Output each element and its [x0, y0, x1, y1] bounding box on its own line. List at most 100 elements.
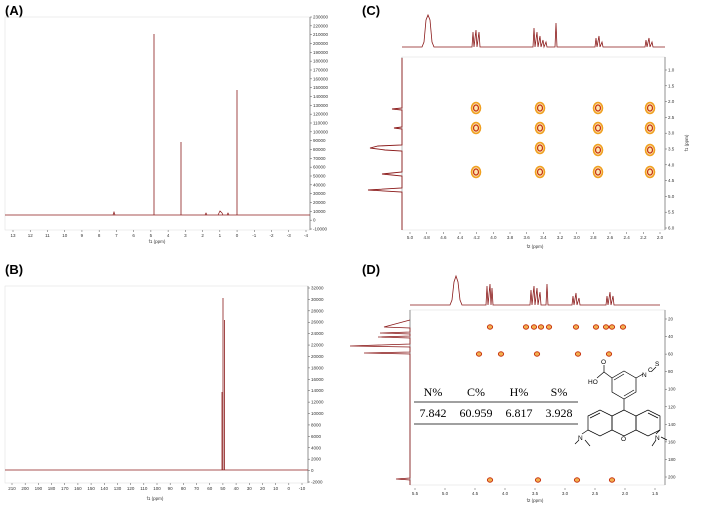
x-tick-label: 0 — [288, 486, 291, 491]
x-tick-label: 160 — [74, 486, 82, 491]
chemical-structure — [574, 365, 668, 450]
y-tick-label: 0 — [313, 218, 316, 223]
panel-c-top-projection — [402, 13, 665, 49]
y-tick-label: 2.5 — [668, 115, 675, 120]
x-tick-label: -1 — [252, 233, 256, 238]
y-tick-label: 150000 — [313, 85, 329, 90]
x-tick-label: 6 — [132, 233, 135, 238]
y-tick-label: 1.5 — [668, 83, 675, 88]
x-tick-label: 3.2 — [557, 235, 564, 240]
x-tick-label: 4.4 — [457, 235, 464, 240]
contour-peak-core — [472, 124, 480, 132]
y-tick-label: 4000 — [311, 445, 322, 450]
y-tick-label: 100 — [668, 387, 676, 392]
contour-peak-core — [536, 168, 544, 176]
x-tick-label: 130 — [114, 486, 122, 491]
y-tick-label: 140000 — [313, 94, 329, 99]
x-tick-label: 2.6 — [607, 235, 614, 240]
y-tick-label: 12000 — [311, 400, 324, 405]
atom-c-iso: C — [648, 367, 653, 374]
table-header-n: N% — [424, 385, 443, 399]
y-tick-label: 10000 — [311, 411, 324, 416]
panel-b-label: (B) — [5, 262, 24, 277]
y-tick-label: 20 — [668, 317, 674, 322]
contour-peak — [644, 121, 656, 135]
x-tick-label: 190 — [35, 486, 43, 491]
x-tick-label: 4.0 — [502, 491, 509, 496]
y-tick-label: 3.5 — [668, 147, 675, 152]
contour-peak — [475, 351, 483, 357]
y-tick-label: 170000 — [313, 68, 329, 73]
y-tick-label: 190000 — [313, 50, 329, 55]
y-tick-label: 200000 — [313, 41, 329, 46]
y-tick-label: 8000 — [311, 422, 322, 427]
y-tick-label: 160 — [668, 439, 676, 444]
x-tick-label: 20 — [260, 486, 266, 491]
y-tick-label: 30000 — [313, 191, 326, 196]
y-tick-label: 18000 — [311, 365, 324, 370]
y-tick-label: 16000 — [311, 377, 324, 382]
contour-peak — [534, 165, 546, 179]
x-tick-label: 3.0 — [562, 491, 569, 496]
x-tick-label: 4 — [167, 233, 170, 238]
contour-peak — [522, 324, 530, 330]
x-tick-label: -10 — [299, 486, 306, 491]
table-value-s: 3.928 — [546, 406, 573, 420]
x-tick-label: 3.4 — [540, 235, 547, 240]
x-tick-label: 4.5 — [472, 491, 479, 496]
contour-peak — [537, 324, 545, 330]
y-tick-label: 120000 — [313, 112, 329, 117]
panel-a-label: (A) — [5, 3, 24, 18]
y-tick-label: 20000 — [313, 200, 326, 205]
y-tick-label: 0 — [311, 468, 314, 473]
contour-peak — [486, 324, 494, 330]
x-tick-label: 10 — [62, 233, 68, 238]
y-tick-label: 40 — [668, 334, 674, 339]
x-tick-label: 2.0 — [622, 491, 629, 496]
y-tick-label: 26000 — [311, 320, 324, 325]
contour-peak — [533, 351, 541, 357]
y-tick-label: 40000 — [313, 182, 326, 187]
x-tick-label: -4 — [304, 233, 308, 238]
panel-c-y-title: f1 (ppm) — [684, 134, 689, 151]
table-value-h: 6.817 — [506, 406, 533, 420]
panel-d-top-projection — [410, 274, 660, 306]
x-tick-label: 13 — [10, 233, 16, 238]
contour-peak — [470, 101, 482, 115]
contour-peak-core — [536, 124, 544, 132]
y-tick-label: 22000 — [311, 343, 324, 348]
contour-peak-core — [646, 104, 654, 112]
y-tick-label: 220000 — [313, 23, 329, 28]
table-value-c: 60.959 — [460, 406, 493, 420]
x-tick-label: 2.5 — [592, 491, 599, 496]
y-tick-label: 90000 — [313, 138, 326, 143]
contour-peak — [644, 165, 656, 179]
atom-n-iso: N — [642, 372, 647, 379]
contour-peak-core — [536, 104, 544, 112]
panel-b-x-title: f1 (ppm) — [147, 496, 164, 501]
x-tick-label: 4.6 — [440, 235, 447, 240]
x-tick-label: -3 — [287, 233, 291, 238]
contour-peak-core — [594, 104, 602, 112]
atom-n-right: N — [655, 435, 660, 442]
y-tick-label: 60000 — [313, 165, 326, 170]
y-tick-label: 230000 — [313, 15, 329, 20]
x-tick-label: 5 — [150, 233, 153, 238]
y-tick-label: 80 — [668, 369, 674, 374]
panel-c-label: (C) — [362, 3, 381, 18]
panel-a-minor-peaks — [112, 210, 230, 216]
x-tick-label: 9 — [81, 233, 84, 238]
contour-peak — [592, 101, 604, 115]
x-tick-label: 40 — [234, 486, 240, 491]
x-tick-label: 140 — [101, 486, 109, 491]
x-tick-label: 150 — [87, 486, 95, 491]
y-tick-label: 24000 — [311, 331, 324, 336]
contour-peak-core — [594, 168, 602, 176]
contour-peak — [619, 324, 627, 330]
contour-peak — [534, 477, 542, 483]
contour-peak-core — [472, 168, 480, 176]
contour-peak — [530, 324, 538, 330]
contour-peak-core — [594, 146, 602, 154]
x-tick-label: 7 — [115, 233, 118, 238]
